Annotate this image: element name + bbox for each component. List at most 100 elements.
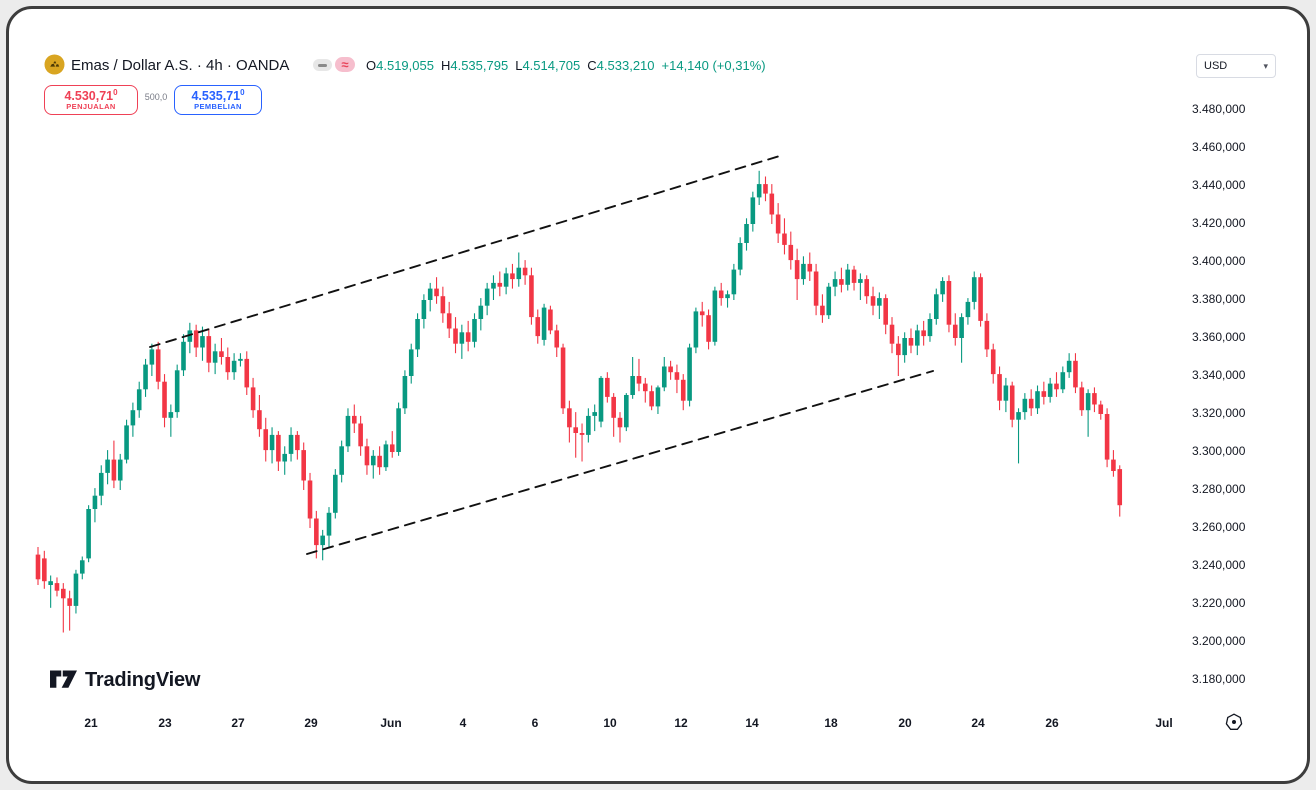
capsule-equals-icon[interactable]: ≈ <box>335 57 355 72</box>
candle-body <box>276 434 281 462</box>
candle-body <box>725 294 730 299</box>
candle-body <box>1111 459 1116 471</box>
time-axis-label: 24 <box>971 716 985 730</box>
candle-body <box>921 330 926 337</box>
candle-body <box>333 474 338 513</box>
candle-body <box>826 286 832 316</box>
candle-body <box>592 412 597 416</box>
candle-body <box>219 351 224 357</box>
clock-icon[interactable] <box>1224 712 1244 732</box>
candle-body <box>1054 383 1059 390</box>
candle-body <box>636 376 642 384</box>
price-axis-label: 3.260,000 <box>1192 520 1246 534</box>
candle-body <box>851 269 857 283</box>
candle-body <box>744 224 749 243</box>
candle-body <box>143 364 148 390</box>
channel-trendline[interactable] <box>306 370 934 555</box>
candle-body <box>554 330 560 348</box>
buy-label: PEMBELIAN <box>194 102 242 112</box>
candle-body <box>624 395 629 428</box>
price-axis-label: 3.340,000 <box>1192 368 1246 382</box>
candle-body <box>718 290 724 299</box>
candle-body <box>946 281 952 325</box>
candle-body <box>864 279 870 297</box>
candle-body <box>320 535 325 546</box>
candle-body <box>440 296 446 314</box>
candle-body <box>1047 383 1053 397</box>
time-axis-label: 26 <box>1045 716 1059 730</box>
candle-body <box>61 588 66 599</box>
candle-body <box>971 277 977 302</box>
candle-body <box>1016 412 1021 420</box>
ohlc-readout: O4.519,055 H4.535,795 L4.514,705 C4.533,210… <box>366 58 766 73</box>
time-axis-label: 4 <box>459 716 467 730</box>
low-value: 4.514,705 <box>522 58 581 73</box>
candle-body <box>206 336 212 363</box>
candle-body <box>1092 393 1097 405</box>
candle-body <box>756 184 762 198</box>
candle-body <box>877 298 882 306</box>
candle-body <box>617 417 623 428</box>
sell-label: PENJUALAN <box>66 102 116 112</box>
candle-body <box>288 434 294 454</box>
capsule-minus-icon[interactable] <box>313 59 332 71</box>
candle-body <box>1028 398 1034 409</box>
candle-body <box>560 347 566 409</box>
time-axis-label: 20 <box>898 716 912 730</box>
high-value: 4.535,795 <box>450 58 509 73</box>
candle-body <box>1085 393 1091 411</box>
candle-body <box>952 324 958 338</box>
candle-body <box>586 415 591 435</box>
gold-coin-icon <box>44 54 65 75</box>
candle-body <box>693 311 699 348</box>
candle-body <box>661 366 667 388</box>
candle-body <box>98 472 104 496</box>
candle-body <box>655 387 661 407</box>
candle-body <box>282 453 288 462</box>
candle-body <box>573 427 579 433</box>
candle-body <box>421 300 427 319</box>
candle-body <box>649 391 654 407</box>
candle-body <box>295 434 300 451</box>
candle-body <box>503 273 509 287</box>
candle-body <box>257 410 262 430</box>
candle-body <box>883 298 888 325</box>
candle-body <box>529 275 534 318</box>
candle-body <box>1066 360 1072 373</box>
candle-body <box>959 317 964 338</box>
candle-body <box>896 343 901 356</box>
candle-body <box>832 279 838 287</box>
channel-trendline[interactable] <box>149 154 784 348</box>
low-label: L <box>515 58 523 73</box>
candle-body <box>155 349 161 382</box>
tradingview-watermark[interactable]: TradingView <box>50 669 200 692</box>
price-axis-label: 3.420,000 <box>1192 216 1246 230</box>
price-axis-label: 3.220,000 <box>1192 596 1246 610</box>
price-axis-label: 3.200,000 <box>1192 634 1246 648</box>
candle-body <box>522 267 528 276</box>
candle-body <box>598 377 604 422</box>
sell-button[interactable]: 4.530,710 PENJUALAN <box>44 85 138 115</box>
candle-body <box>801 263 806 280</box>
candle-body <box>352 415 357 424</box>
candle-body <box>238 358 243 361</box>
candle-body <box>984 320 990 350</box>
candle-body <box>345 415 351 447</box>
candle-body <box>858 279 863 283</box>
currency-dropdown[interactable]: USD ▾ <box>1196 54 1276 78</box>
symbol-title[interactable]: Emas / Dollar A.S. · 4h · OANDA <box>71 57 290 74</box>
candle-body <box>794 260 800 280</box>
candle-body <box>162 381 167 418</box>
buy-button[interactable]: 4.535,710 PEMBELIAN <box>174 85 262 115</box>
candle-body <box>680 379 686 401</box>
candle-body <box>845 269 851 285</box>
candle-body <box>839 279 844 285</box>
approx-glyph: ≈ <box>341 57 349 72</box>
candle-body <box>174 370 180 413</box>
candle-body <box>73 573 79 606</box>
candle-body <box>788 244 794 261</box>
time-axis-label: 18 <box>824 716 838 730</box>
candle-body <box>124 425 129 460</box>
candle-body <box>446 313 452 329</box>
